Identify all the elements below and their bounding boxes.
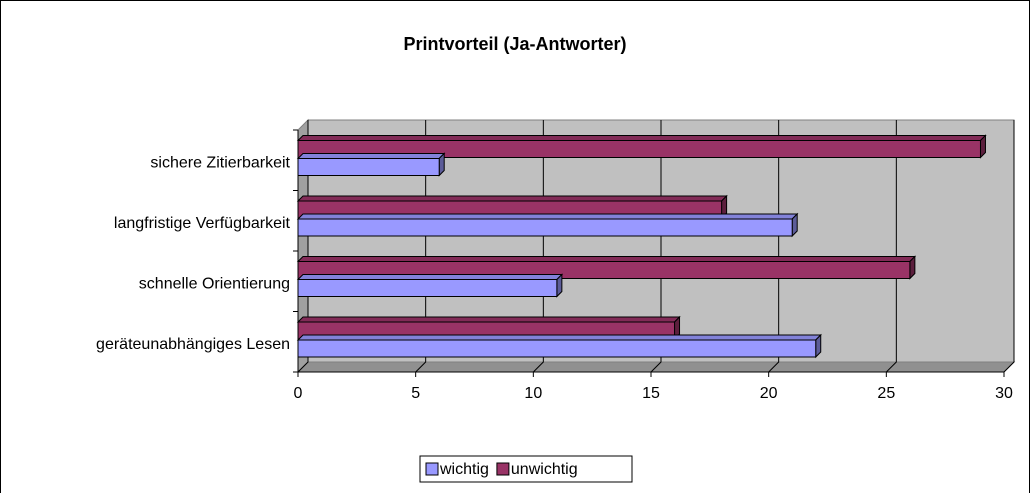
bar-top	[296, 316, 681, 323]
grid-line	[768, 120, 780, 373]
bar	[297, 279, 558, 297]
chart-title: Printvorteil (Ja-Antworter)	[403, 34, 626, 54]
x-tick-label: 0	[294, 385, 303, 402]
legend-box	[419, 455, 633, 483]
bar-top	[296, 153, 446, 159]
bar-top	[296, 135, 987, 141]
grid-line	[1003, 120, 1015, 373]
grid-line	[885, 120, 897, 373]
y-tick-label: langfristige Verfügbarkeit	[114, 215, 291, 232]
bar	[297, 218, 793, 237]
bar-top	[296, 334, 822, 341]
y-tick-label: geräteunabhängiges Lesen	[96, 336, 290, 353]
bar	[297, 158, 440, 176]
x-tick-label: 30	[995, 385, 1013, 402]
legend: wichtig unwichtig	[419, 455, 633, 483]
bar-top	[296, 274, 564, 280]
bar	[297, 140, 981, 158]
y-tick-label: schnelle Orientierung	[139, 276, 290, 293]
x-tick-label: 5	[411, 385, 420, 402]
legend-label: wichtig	[439, 461, 489, 478]
x-tick-label: 15	[642, 385, 660, 402]
y-tick-label: sichere Zitierbarkeit	[150, 155, 290, 172]
x-tick-label: 25	[877, 385, 895, 402]
bar	[297, 339, 817, 358]
legend-swatch	[496, 462, 510, 476]
bar-top	[296, 195, 728, 202]
bar-top	[296, 256, 917, 262]
x-tick-label: 20	[760, 385, 778, 402]
bar-top	[296, 213, 799, 220]
x-tick-label: 10	[524, 385, 542, 402]
legend-swatch	[425, 462, 439, 476]
legend-label: unwichtig	[511, 461, 578, 478]
